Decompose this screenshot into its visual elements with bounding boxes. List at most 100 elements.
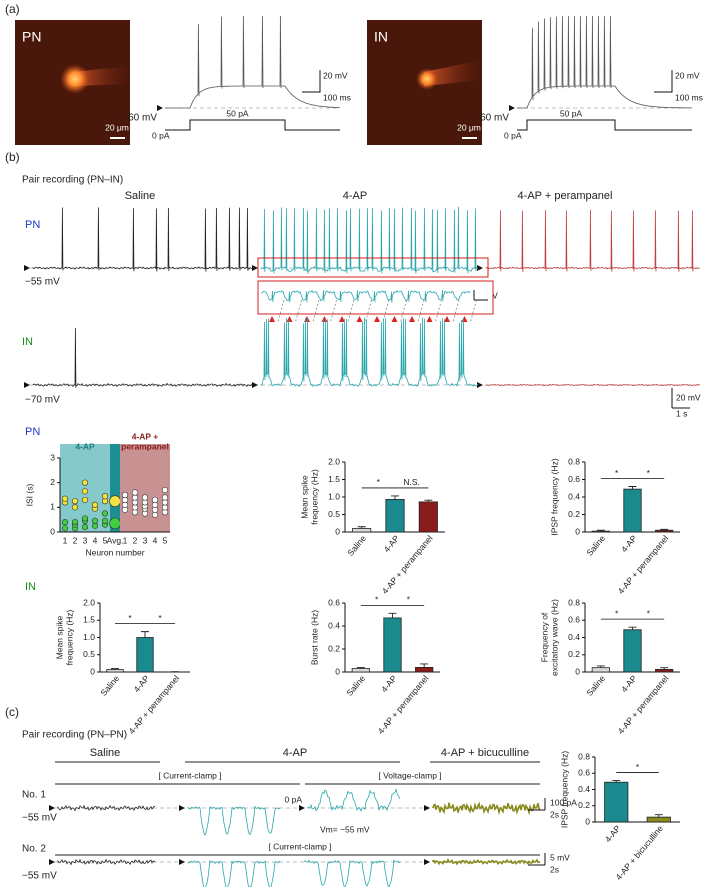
scale-bar xyxy=(654,70,673,93)
significance-label: N.S. xyxy=(403,477,420,487)
neurite xyxy=(424,60,482,86)
marker xyxy=(299,805,305,811)
x-tick-label: 4-AP xyxy=(379,673,399,694)
error-bar xyxy=(628,626,637,630)
y-tick-label: 0 xyxy=(585,816,590,826)
y-tick-label: 0 xyxy=(335,526,340,536)
y-tick-label: 0 xyxy=(50,526,55,536)
trace xyxy=(261,290,471,303)
y-axis-label: Mean spike xyxy=(54,615,64,659)
point xyxy=(71,498,79,505)
marker xyxy=(477,382,483,388)
region-label: 4-AP xyxy=(75,441,95,451)
trace xyxy=(304,859,401,887)
point xyxy=(121,491,129,499)
soma xyxy=(60,64,90,94)
marker xyxy=(179,805,185,811)
bar xyxy=(415,667,434,673)
y-tick-label: 1 xyxy=(50,502,55,512)
point xyxy=(101,493,109,500)
point xyxy=(91,517,99,525)
error-bar xyxy=(654,814,663,818)
x-tick-label: Saline xyxy=(344,673,367,698)
point xyxy=(109,517,121,530)
rest-label: −60 mV xyxy=(122,113,157,124)
condition-label: Saline xyxy=(90,747,121,759)
y-tick-label: 0.4 xyxy=(328,620,340,630)
bar xyxy=(136,637,154,673)
rest-label: −70 mV xyxy=(25,395,60,406)
marker xyxy=(509,105,515,111)
trace xyxy=(432,858,541,866)
region xyxy=(110,444,120,532)
x-tick-label: 4-AP xyxy=(603,823,623,844)
mode-label: [ Current-clamp ] xyxy=(268,841,331,851)
significance-label: * xyxy=(158,613,162,623)
inset-box xyxy=(257,280,494,315)
marker xyxy=(252,382,258,388)
mode-label: [ Voltage-clamp ] xyxy=(378,770,441,780)
point xyxy=(81,515,89,522)
trace xyxy=(32,327,255,388)
trace xyxy=(260,206,479,274)
marker xyxy=(424,859,430,865)
significance-label: * xyxy=(647,468,651,478)
ipsp-marker xyxy=(409,316,415,322)
condition-label: Saline xyxy=(125,190,156,202)
point xyxy=(81,523,89,531)
ipsp-marker xyxy=(374,316,380,322)
error-bar xyxy=(111,668,119,670)
y-tick-label: 0.8 xyxy=(578,751,590,761)
bar xyxy=(385,499,405,533)
bar xyxy=(655,529,674,533)
marker xyxy=(477,265,483,271)
error-bar xyxy=(660,667,669,670)
step-response xyxy=(517,15,692,109)
x-tick-label: 1 xyxy=(63,535,68,545)
x-tick-label: 5 xyxy=(163,535,168,545)
point xyxy=(151,496,159,504)
current-step xyxy=(165,119,340,131)
error-bar xyxy=(612,780,621,783)
x-tick-label: Saline xyxy=(584,673,607,698)
x-tick-label: 3 xyxy=(83,535,88,545)
significance-label: * xyxy=(636,762,640,772)
panel-label: (c) xyxy=(5,705,19,719)
scale-label: 2s xyxy=(550,864,559,874)
scale-label: 100 ms xyxy=(675,92,703,102)
y-tick-label: 2 xyxy=(50,477,55,487)
ipsp-marker xyxy=(426,316,433,322)
panel-label: (a) xyxy=(5,2,20,16)
trace xyxy=(57,804,156,812)
error-bar xyxy=(391,495,399,500)
point xyxy=(61,519,69,526)
current-label: 0 pA xyxy=(152,130,170,140)
cell-label: PN xyxy=(25,219,40,231)
point xyxy=(131,489,139,496)
trace xyxy=(32,207,255,272)
bar xyxy=(604,781,629,823)
scale-label: 20 μm xyxy=(105,122,129,132)
marker xyxy=(157,105,163,111)
y-axis-label: Frequency of xyxy=(539,612,549,662)
trace xyxy=(485,383,701,387)
clamp-level: 0 pA xyxy=(285,794,303,804)
bar xyxy=(591,530,610,533)
bar xyxy=(106,669,124,673)
y-axis-label: frequency (Hz) xyxy=(309,469,319,525)
y-tick-label: 2.0 xyxy=(83,597,95,607)
error-bar xyxy=(420,663,429,668)
ipsp-marker xyxy=(321,316,328,322)
current-label: 50 pA xyxy=(226,108,249,118)
x-tick-label: 4-AP + bicuculline xyxy=(614,823,666,882)
point xyxy=(141,494,149,501)
mode-label: [ Current-clamp ] xyxy=(158,770,221,780)
y-axis-label: frequency (Hz) xyxy=(64,609,74,665)
x-tick-label: 3 xyxy=(143,535,148,545)
y-axis-label: excitatory wave (Hz) xyxy=(549,599,559,676)
bar xyxy=(351,668,370,673)
trace xyxy=(187,859,281,887)
highlight-box xyxy=(257,257,489,278)
marker xyxy=(252,265,258,271)
point xyxy=(81,488,89,495)
